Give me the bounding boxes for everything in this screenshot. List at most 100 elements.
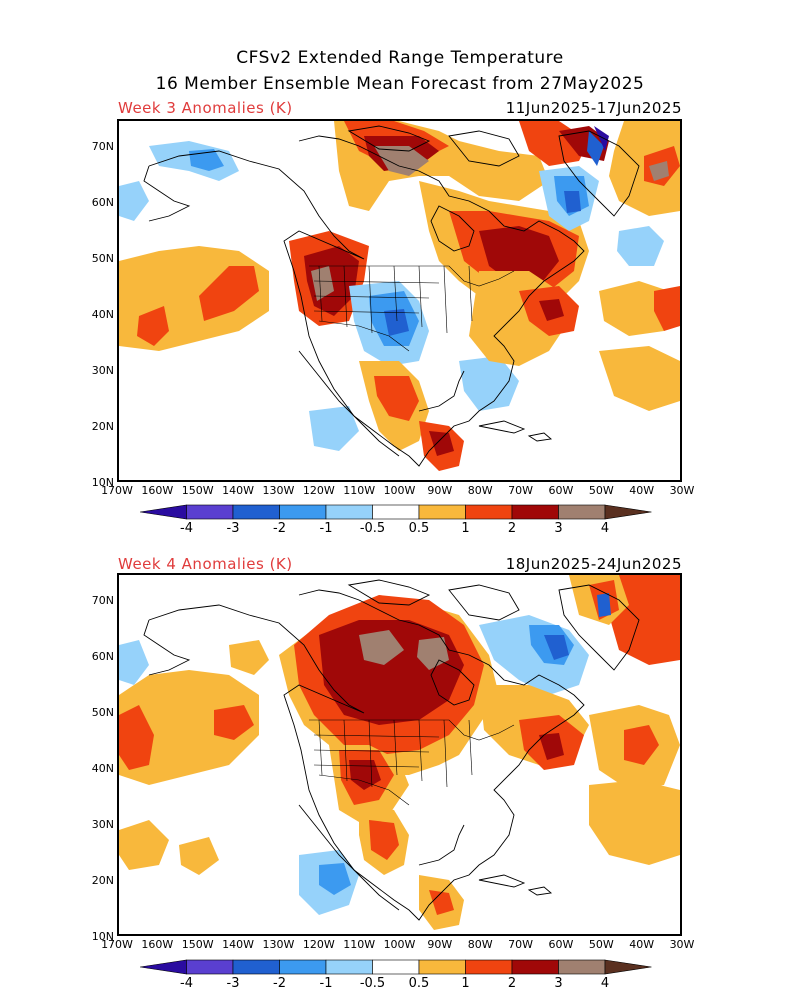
week4-panel-label: Week 4 Anomalies (K) <box>118 555 293 573</box>
lon-tick-label: 30W <box>669 938 695 951</box>
lon-tick-label: 120W <box>302 484 335 497</box>
anomaly-contour <box>589 780 680 865</box>
colorbar-max-arrow <box>604 504 652 520</box>
anomaly-contour <box>119 181 149 221</box>
anomaly-contour <box>617 226 664 266</box>
anomaly-contour <box>544 635 569 660</box>
coastline <box>558 130 640 217</box>
coastline <box>448 130 520 167</box>
lon-tick-label: 170W <box>101 484 133 497</box>
colorbar-tick-label: -3 <box>226 976 240 991</box>
anomaly-contour <box>564 191 581 213</box>
anomaly-contour <box>597 593 611 617</box>
map-svg <box>119 121 680 471</box>
anomaly-contour <box>189 149 224 171</box>
coastline <box>347 579 431 606</box>
lat-tick-label: 40N <box>91 762 114 775</box>
lon-tick-label: 160W <box>141 938 174 951</box>
lon-tick-label: 150W <box>181 484 214 497</box>
week4-colorbar: -4 -3 -2 -1 -0.5 0.5 1 2 3 4 <box>139 958 660 998</box>
coastline <box>430 205 475 252</box>
colorbar-segment <box>372 504 420 520</box>
colorbar-tick-label: -2 <box>273 521 286 536</box>
coastline <box>418 824 465 866</box>
state-border <box>393 719 398 776</box>
state-border <box>468 719 473 776</box>
anomaly-contour <box>429 890 454 915</box>
colorbar-tick-label: -2 <box>273 976 286 991</box>
lon-tick-label: 160W <box>141 484 174 497</box>
colorbar-segment <box>232 959 280 975</box>
colorbar-tick-label: -0.5 <box>359 521 386 536</box>
anomaly-contour <box>119 705 154 770</box>
lon-tick-label: 110W <box>343 484 376 497</box>
week4-anomaly-map <box>117 573 682 936</box>
lat-tick-label: 10N <box>91 930 114 943</box>
anomaly-contour <box>374 146 429 176</box>
lon-tick-label: 50W <box>588 938 614 951</box>
coastline <box>298 804 400 911</box>
lat-tick-label: 60N <box>91 650 114 663</box>
coastline <box>143 619 191 676</box>
anomaly-contour <box>319 863 351 895</box>
week3-anomaly-map <box>117 119 682 482</box>
state-border <box>418 265 423 328</box>
week3-panel-label: Week 3 Anomalies (K) <box>118 99 293 117</box>
lon-tick-label: 90W <box>427 484 453 497</box>
coastline <box>418 370 465 412</box>
coastline <box>148 589 585 921</box>
lon-tick-label: 80W <box>467 938 493 951</box>
colorbar-svg <box>139 504 652 520</box>
lon-tick-label: 50W <box>588 484 614 497</box>
anomaly-contour <box>214 705 254 740</box>
colorbar-segment <box>465 959 513 975</box>
state-border <box>313 310 420 314</box>
lon-tick-label: 40W <box>629 938 655 951</box>
lat-tick-label: 70N <box>91 140 114 153</box>
lon-tick-label: 170W <box>101 938 133 951</box>
lon-tick-label: 150W <box>181 938 214 951</box>
colorbar-tick-label: 1 <box>461 521 470 536</box>
lat-tick-label: 40N <box>91 308 114 321</box>
anomaly-contour <box>199 266 259 321</box>
state-border <box>309 265 515 287</box>
colorbar-tick-label: 2 <box>507 521 517 536</box>
colorbar-tick-label: 0.5 <box>408 976 430 991</box>
lon-tick-label: 40W <box>629 484 655 497</box>
colorbar-tick-label: 4 <box>600 521 610 536</box>
anomaly-contour <box>539 733 564 760</box>
lon-tick-label: 110W <box>343 938 376 951</box>
lon-tick-label: 30W <box>669 484 695 497</box>
coastline <box>448 584 520 621</box>
colorbar-tick-label: -4 <box>180 521 193 536</box>
lon-tick-label: 100W <box>383 484 416 497</box>
state-border <box>443 719 448 788</box>
colorbar-svg <box>139 959 652 975</box>
colorbar-segment <box>186 959 234 975</box>
chart-subtitle: 16 Member Ensemble Mean Forecast from 27… <box>155 74 645 94</box>
coastline <box>430 659 475 706</box>
anomaly-contour <box>587 131 604 166</box>
anomaly-contour <box>624 725 659 765</box>
colorbar-segment <box>325 959 373 975</box>
lon-tick-label: 140W <box>222 484 254 497</box>
state-border <box>368 265 373 334</box>
colorbar-tick-label: -4 <box>180 976 193 991</box>
colorbar-segment <box>232 504 280 520</box>
coastline <box>527 886 553 896</box>
lon-tick-label: 90W <box>427 938 453 951</box>
anomaly-contour <box>539 299 564 321</box>
colorbar-segment <box>325 504 373 520</box>
anomaly-contour <box>119 820 169 870</box>
map-svg <box>119 575 680 930</box>
coastline <box>478 874 526 888</box>
lat-tick-label: 50N <box>91 252 114 265</box>
lat-tick-label: 10N <box>91 476 114 489</box>
colorbar-tick-label: 4 <box>600 976 610 991</box>
lon-tick-label: 130W <box>262 938 295 951</box>
lon-tick-label: 70W <box>508 938 533 951</box>
anomaly-contour <box>417 637 449 670</box>
colorbar-max-arrow <box>604 959 652 975</box>
state-border <box>318 265 323 322</box>
anomaly-contour <box>594 126 609 151</box>
